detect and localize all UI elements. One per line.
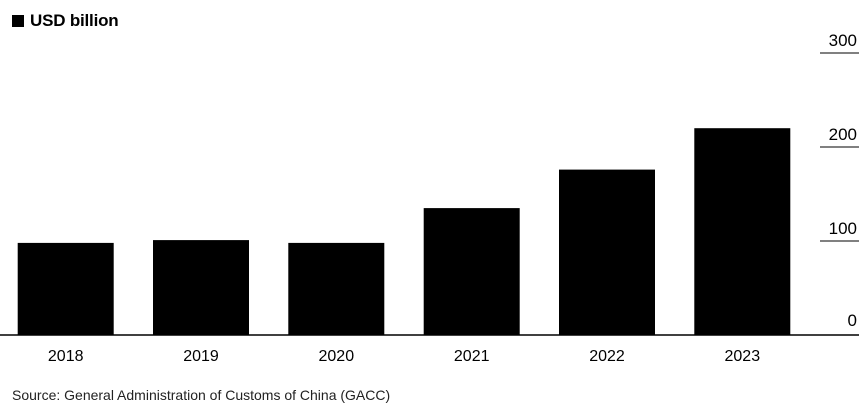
x-tick-label-2020: 2020 (319, 348, 355, 365)
source-note: Source: General Administration of Custom… (12, 387, 391, 403)
y-tick-label-100: 100 (829, 219, 857, 238)
y-tick-label-200: 200 (829, 125, 857, 144)
x-axis-labels: 2018 2019 2020 2021 2022 2023 (48, 348, 760, 365)
x-tick-label-2022: 2022 (589, 348, 625, 365)
bar-2018 (17, 242, 114, 335)
y-tick-label-0: 0 (848, 311, 857, 330)
x-tick-label-2018: 2018 (48, 348, 84, 365)
bar-2019 (153, 240, 249, 335)
legend-label: USD billion (30, 11, 119, 30)
y-tick-label-300: 300 (829, 31, 857, 50)
bar-2020 (288, 242, 385, 335)
bars-group (17, 128, 791, 335)
legend-swatch (12, 15, 24, 27)
x-tick-label-2021: 2021 (454, 348, 490, 365)
bar-2023 (694, 128, 791, 335)
y-axis: 0 100 200 300 (820, 31, 859, 330)
chart-legend: USD billion (12, 11, 119, 31)
x-tick-label-2019: 2019 (183, 348, 219, 365)
bar-2021 (423, 208, 520, 335)
bar-2022 (559, 169, 655, 335)
x-tick-label-2023: 2023 (725, 348, 761, 365)
bar-chart: 2018 2019 2020 2021 2022 2023 0 100 200 300 (0, 31, 859, 365)
